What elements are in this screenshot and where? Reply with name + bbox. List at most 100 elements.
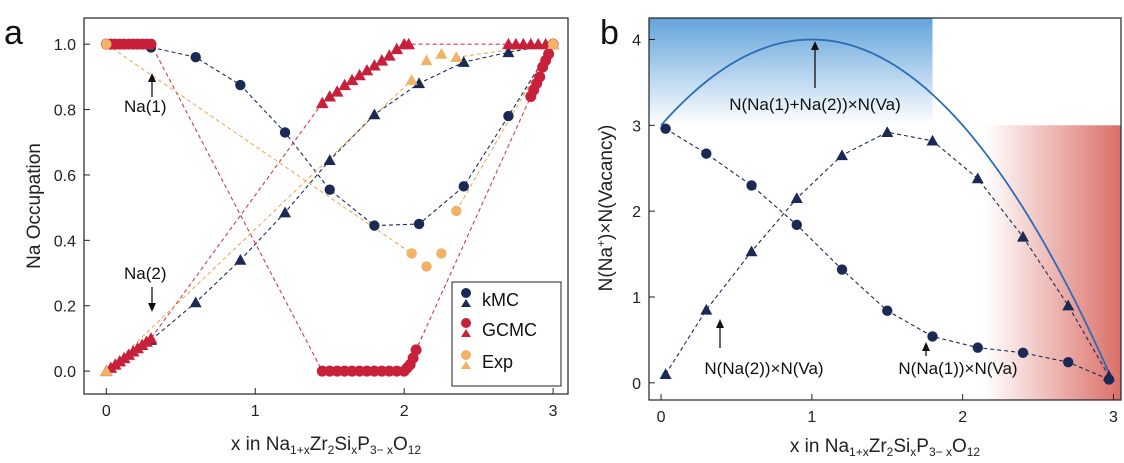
- kmc-triangle-point: [413, 77, 426, 89]
- series-triangle-point: [1102, 369, 1115, 381]
- panel-a-marks: [100, 37, 560, 377]
- exp-triangle-point: [420, 54, 433, 66]
- panel-a-xlabel: x in Na1+xZr2SixP3− xO12: [231, 434, 422, 457]
- kmc-Na(1)-line: [150, 43, 554, 227]
- kmc-triangle-point: [234, 253, 247, 265]
- exp-triangle-point: [405, 74, 418, 85]
- series-triangle-point: [836, 149, 849, 161]
- gcmc-triangle-point: [402, 37, 415, 50]
- exp-Na(2)-guide: [456, 43, 554, 58]
- panel-b-frame: [648, 17, 1122, 401]
- panel-b-letter: b: [600, 14, 619, 52]
- svg-text:kMC: kMC: [482, 290, 519, 310]
- gcmc-triangle-point: [323, 90, 337, 102]
- series-circle-point: [836, 264, 848, 275]
- annotation-na2va: N(Na(2))×N(Va): [704, 319, 824, 378]
- exp-triangle-point: [450, 51, 463, 63]
- exp-circle-point: [406, 248, 417, 259]
- kmc-triangle-point: [279, 206, 292, 218]
- series-triangle-line: [665, 131, 1110, 377]
- panel-b-ytick-label: 4: [632, 32, 641, 49]
- kmc-circle-point: [235, 79, 246, 91]
- gcmc-triangle-point: [330, 85, 344, 97]
- panel-a-ytick-label: 0.2: [54, 299, 76, 316]
- series-circle-point: [746, 180, 757, 191]
- legend-kmc: kMC: [461, 288, 519, 310]
- panel-b-xtick-label: 2: [958, 409, 967, 426]
- gcmc-triangle-point: [345, 73, 359, 86]
- svg-text:N(Na(1))×N(Va): N(Na(1))×N(Va): [898, 359, 1017, 378]
- kmc-circle-point: [458, 181, 469, 192]
- gcmc-triangle-point: [390, 42, 404, 55]
- gcmc-triangle-point: [375, 54, 389, 66]
- svg-text:Na(1): Na(1): [124, 97, 167, 116]
- series-triangle-point: [971, 172, 984, 184]
- svg-text:Exp: Exp: [482, 352, 513, 372]
- svg-text:N(Na(2))×N(Va): N(Na(2))×N(Va): [704, 359, 823, 378]
- annotation-na1: Na(1): [124, 73, 167, 116]
- gcmc-triangle-point: [353, 68, 366, 81]
- panel-b-xtick-label: 3: [1109, 409, 1118, 426]
- panel-b-ytick-label: 1: [632, 290, 641, 307]
- series-circle-point: [660, 123, 671, 134]
- kmc-triangle-point: [502, 46, 515, 58]
- panel-b-ylabel: N(Na+)×N(Vacancy): [594, 125, 617, 292]
- gcmc-circle-point: [534, 71, 546, 83]
- panel-a-letter: a: [4, 14, 23, 52]
- kmc-circle-point: [190, 52, 201, 63]
- panel-b-ticks: 0 1 2 3 0 1 2 3 4: [632, 32, 1118, 426]
- kmc-circle-point: [279, 127, 291, 138]
- series-triangle-point: [1017, 230, 1029, 242]
- panel-a-frame: [83, 17, 569, 395]
- panel-b-xtick-label: 0: [657, 409, 666, 426]
- panel-a-ytick-label: 1.0: [54, 37, 76, 54]
- kmc-triangle-point: [368, 108, 381, 120]
- series-triangle-point: [926, 134, 939, 146]
- kmc-triangle-point: [189, 296, 202, 308]
- panel-b-marks: [659, 38, 1115, 385]
- kmc-circle-point: [324, 184, 335, 195]
- svg-text:GCMC: GCMC: [482, 320, 537, 340]
- exp-circle-point: [436, 248, 447, 259]
- kmc-triangle-point: [323, 154, 336, 166]
- gcmc-triangle-point: [315, 96, 329, 109]
- kmc-circle-point: [413, 218, 425, 230]
- red-shaded-region: [985, 125, 1121, 400]
- panel-a-ticks: 0 1 2 3 0.0 0.2 0.4 0.6 0.8 1.0: [54, 37, 558, 420]
- gcmc-circle-point: [543, 48, 555, 60]
- gcmc-circle-point: [145, 38, 157, 50]
- series-triangle-point: [790, 192, 803, 204]
- panel-a-xtick-label: 1: [251, 403, 260, 420]
- series-circle-point: [882, 305, 893, 316]
- exp-Na(1)-guide: [106, 43, 412, 254]
- svg-text:Na(2): Na(2): [124, 264, 167, 283]
- panel-a-ytick-label: 0.4: [54, 233, 76, 250]
- svg-text:N(Na(1)+Na(2))×N(Va): N(Na(1)+Na(2))×N(Va): [729, 95, 901, 114]
- gcmc-triangle-point: [368, 59, 381, 71]
- gcmc-triangle-point: [144, 332, 158, 344]
- panel-a-ytick-label: 0.8: [54, 103, 76, 120]
- kmc-circle-point: [503, 110, 514, 122]
- series-triangle-point: [745, 245, 758, 257]
- gcmc-triangle-point: [360, 63, 374, 76]
- exp-triangle-point: [435, 47, 448, 59]
- series-circle-point: [791, 219, 802, 231]
- series-circle-point: [927, 331, 938, 342]
- gcmc-triangle-point: [338, 78, 351, 91]
- series-circle-point: [1017, 347, 1029, 358]
- panel-b-plot: 0 1 2 3 0 1 2 3 4: [632, 17, 1122, 426]
- kmc-Na(2)-line: [150, 43, 554, 341]
- legend: kMC GCMC Exp: [451, 281, 562, 387]
- panel-b-xtick-label: 1: [807, 409, 816, 426]
- series-triangle-point: [1062, 299, 1075, 311]
- gcmc-triangle-point: [382, 49, 396, 61]
- panel-a-plot: 0 1 2 3 0.0 0.2 0.4 0.6 0.8 1.0: [54, 17, 569, 420]
- panel-b-xlabel: x in Na1+xZr2SixP3− xO12: [790, 436, 981, 459]
- panel-a-xtick-label: 3: [549, 403, 558, 420]
- legend-gcmc: GCMC: [461, 318, 537, 340]
- blue-shaded-region: [649, 18, 933, 126]
- exp-triangle-point: [547, 38, 560, 49]
- annotation-na1va: N(Na(1))×N(Va): [898, 342, 1018, 378]
- exp-circle-point: [101, 38, 112, 50]
- exp-Na(2)-guide: [105, 79, 413, 372]
